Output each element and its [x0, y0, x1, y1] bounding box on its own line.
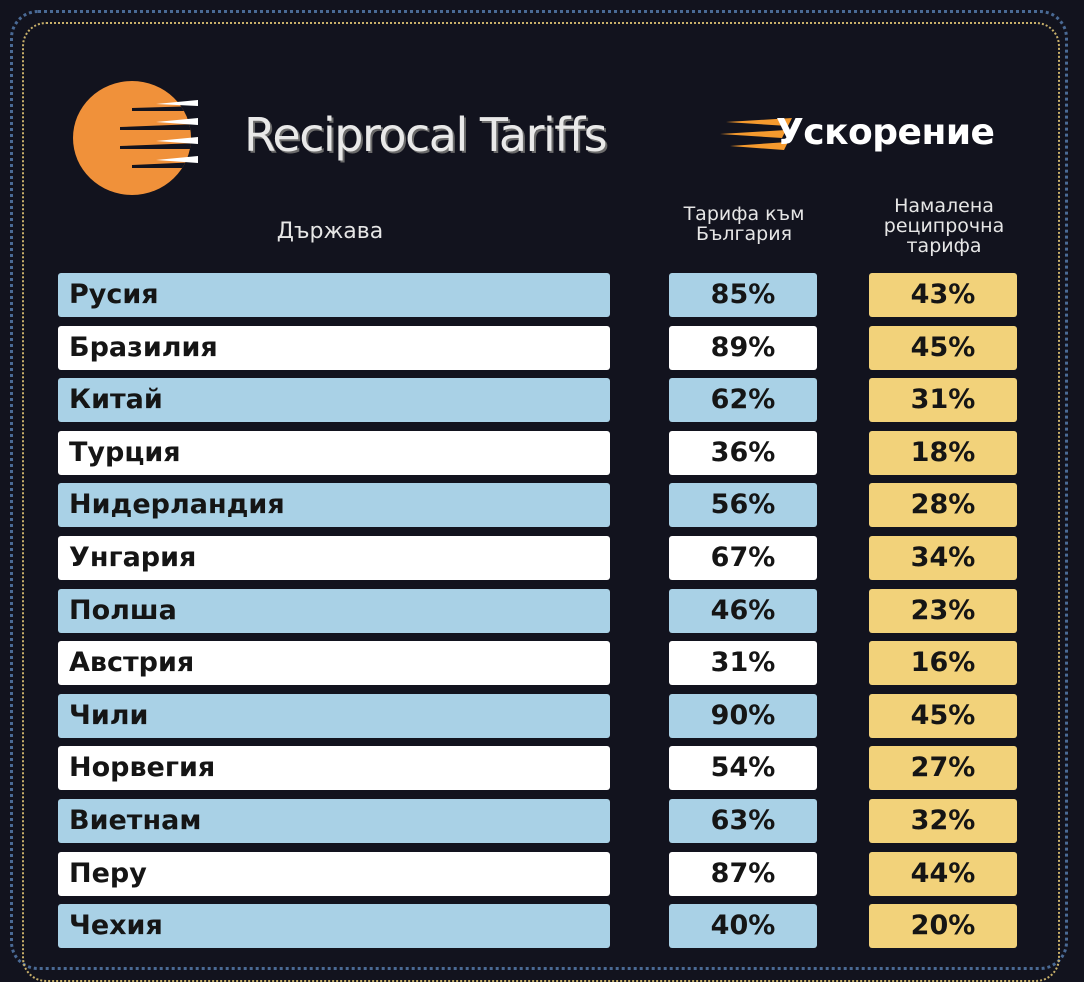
tariff-cell: 62%: [669, 378, 817, 422]
sun-logo-icon: [73, 81, 198, 195]
tariff-cell: 56%: [669, 483, 817, 527]
country-cell: Перу: [58, 852, 610, 896]
tariff-cell: 36%: [669, 431, 817, 475]
reduced-tariff-cell: 27%: [869, 746, 1017, 790]
tariff-cell: 40%: [669, 904, 817, 948]
reduced-tariff-cell: 23%: [869, 589, 1017, 633]
tariff-cell: 85%: [669, 273, 817, 317]
tariff-cell: 90%: [669, 694, 817, 738]
reduced-tariff-cell: 28%: [869, 483, 1017, 527]
tariff-cell: 67%: [669, 536, 817, 580]
table-row: Полша 46% 23%: [0, 589, 1084, 633]
tariff-cell: 46%: [669, 589, 817, 633]
table-row: Чили 90% 45%: [0, 694, 1084, 738]
column-header-reduced: Намалена реципрочна тарифа: [883, 195, 1005, 257]
reduced-tariff-cell: 18%: [869, 431, 1017, 475]
reduced-tariff-cell: 31%: [869, 378, 1017, 422]
reduced-tariff-cell: 44%: [869, 852, 1017, 896]
reduced-tariff-cell: 45%: [869, 326, 1017, 370]
table-row: Китай 62% 31%: [0, 378, 1084, 422]
reduced-tariff-cell: 34%: [869, 536, 1017, 580]
table-row: Унгария 67% 34%: [0, 536, 1084, 580]
accel-logo-text: Ускорение: [776, 112, 995, 153]
table-row: Нидерландия 56% 28%: [0, 483, 1084, 527]
brand-title: Reciprocal Tariffs: [244, 108, 608, 162]
table-row: Турция 36% 18%: [0, 431, 1084, 475]
country-cell: Норвегия: [58, 746, 610, 790]
table-row: Австрия 31% 16%: [0, 641, 1084, 685]
country-cell: Китай: [58, 378, 610, 422]
column-header-tariff: Тарифа към България: [683, 203, 805, 245]
country-cell: Полша: [58, 589, 610, 633]
table-row: Виетнам 63% 32%: [0, 799, 1084, 843]
country-cell: Русия: [58, 273, 610, 317]
reduced-tariff-cell: 45%: [869, 694, 1017, 738]
reduced-tariff-cell: 32%: [869, 799, 1017, 843]
country-cell: Австрия: [58, 641, 610, 685]
tariff-cell: 89%: [669, 326, 817, 370]
accel-logo: Ускорение: [716, 108, 1016, 164]
tariff-cell: 54%: [669, 746, 817, 790]
country-cell: Нидерландия: [58, 483, 610, 527]
table-row: Русия 85% 43%: [0, 273, 1084, 317]
table-row: Перу 87% 44%: [0, 852, 1084, 896]
country-cell: Виетнам: [58, 799, 610, 843]
table-row: Чехия 40% 20%: [0, 904, 1084, 948]
country-cell: Турция: [58, 431, 610, 475]
column-header-country: Държава: [276, 219, 384, 244]
tariff-cell: 63%: [669, 799, 817, 843]
reduced-tariff-cell: 16%: [869, 641, 1017, 685]
table-row: Норвегия 54% 27%: [0, 746, 1084, 790]
country-cell: Бразилия: [58, 326, 610, 370]
country-cell: Унгария: [58, 536, 610, 580]
country-cell: Чехия: [58, 904, 610, 948]
reduced-tariff-cell: 43%: [869, 273, 1017, 317]
tariff-cell: 87%: [669, 852, 817, 896]
speed-lines-icon: [720, 118, 792, 150]
table-row: Бразилия 89% 45%: [0, 326, 1084, 370]
reduced-tariff-cell: 20%: [869, 904, 1017, 948]
country-cell: Чили: [58, 694, 610, 738]
tariff-cell: 31%: [669, 641, 817, 685]
